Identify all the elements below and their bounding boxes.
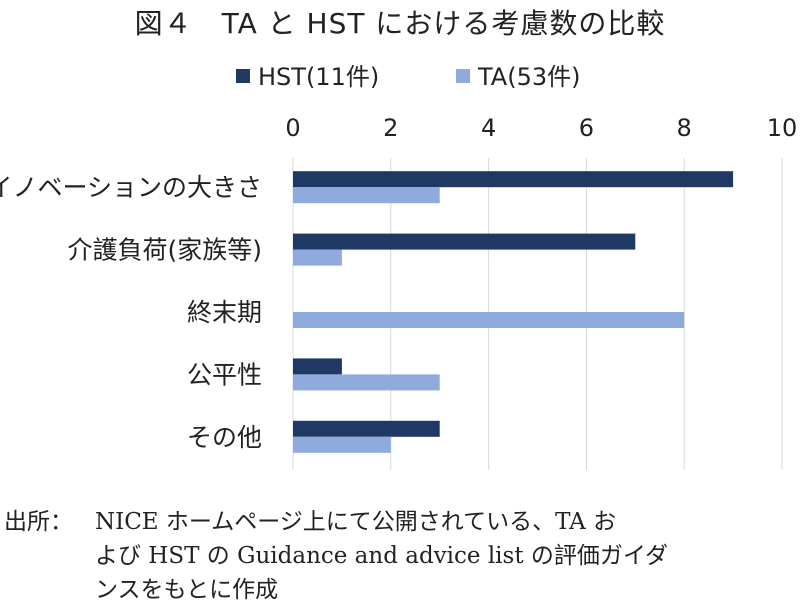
bar bbox=[293, 358, 342, 375]
chart-title: 図４ TA と HST における考慮数の比較 bbox=[134, 7, 666, 40]
bar bbox=[293, 187, 440, 204]
source-line-1: NICE ホームページ上にて公開されている、TA お bbox=[95, 509, 617, 535]
bar bbox=[293, 171, 734, 188]
source-line-2: よび HST の Guidance and advice list の評価ガイダ bbox=[95, 543, 668, 569]
category-label: 終末期 bbox=[187, 298, 262, 327]
category-label: その他 bbox=[187, 423, 262, 452]
legend-label: HST(11件) bbox=[258, 63, 379, 91]
category-label: 介護負荷(家族等) bbox=[67, 236, 262, 265]
x-tick-label: 10 bbox=[767, 114, 798, 142]
source-label: 出所： bbox=[4, 509, 73, 535]
x-tick-label: 6 bbox=[579, 114, 594, 142]
legend-swatch bbox=[236, 69, 250, 83]
bar bbox=[293, 374, 440, 391]
legend-swatch bbox=[456, 69, 470, 83]
bar bbox=[293, 233, 636, 250]
bar-chart: HST(11件) TA(53件) 0 2 4 6 8 10 イノベーションの大きさ介護負荷(家族… bbox=[0, 63, 798, 470]
bar bbox=[293, 436, 391, 453]
category-label: イノベーションの大きさ bbox=[0, 173, 262, 202]
legend-label: TA(53件) bbox=[477, 63, 580, 91]
bar bbox=[293, 249, 342, 266]
bar bbox=[293, 312, 685, 328]
category-label: 公平性 bbox=[187, 360, 262, 389]
x-tick-label: 0 bbox=[285, 114, 300, 142]
bar bbox=[293, 420, 440, 437]
x-tick-label: 2 bbox=[383, 114, 398, 142]
x-tick-label: 4 bbox=[481, 114, 496, 142]
x-tick-label: 8 bbox=[677, 114, 692, 142]
source-line-3: ンスをもとに作成 bbox=[95, 577, 279, 603]
